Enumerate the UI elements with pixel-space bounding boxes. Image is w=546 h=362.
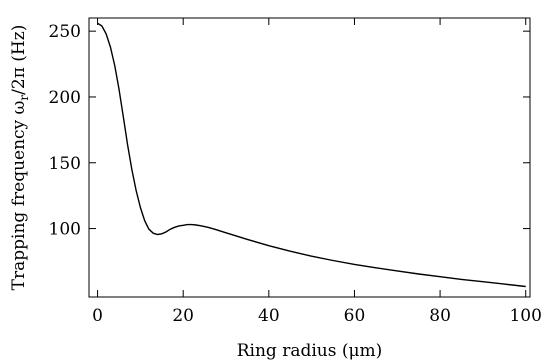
y-axis-label-tail: /2π (Hz) (9, 25, 29, 95)
y-tick-label: 250 (49, 22, 81, 42)
y-tick-label: 200 (49, 88, 81, 108)
x-tick-label: 80 (429, 306, 451, 326)
x-tick-label: 40 (258, 306, 280, 326)
y-axis-label-subscript: r (17, 95, 31, 101)
axis-ticks (89, 18, 530, 297)
data-line (97, 22, 526, 288)
x-tick-label: 60 (344, 306, 366, 326)
x-axis-label: Ring radius (μm) (237, 341, 383, 361)
x-tick-label: 20 (172, 306, 194, 326)
y-tick-label: 100 (49, 220, 81, 240)
plot-frame (88, 17, 531, 298)
y-axis-label: Trapping frequency ωr/2π (Hz) (9, 25, 31, 291)
axis-tick-labels: 0 20 40 60 80 100 100 150 200 250 (49, 22, 542, 326)
y-tick-label: 150 (49, 154, 81, 174)
y-axis-label-main: Trapping frequency ω (9, 100, 29, 290)
x-tick-label: 0 (92, 306, 103, 326)
x-tick-label: 100 (509, 306, 541, 326)
